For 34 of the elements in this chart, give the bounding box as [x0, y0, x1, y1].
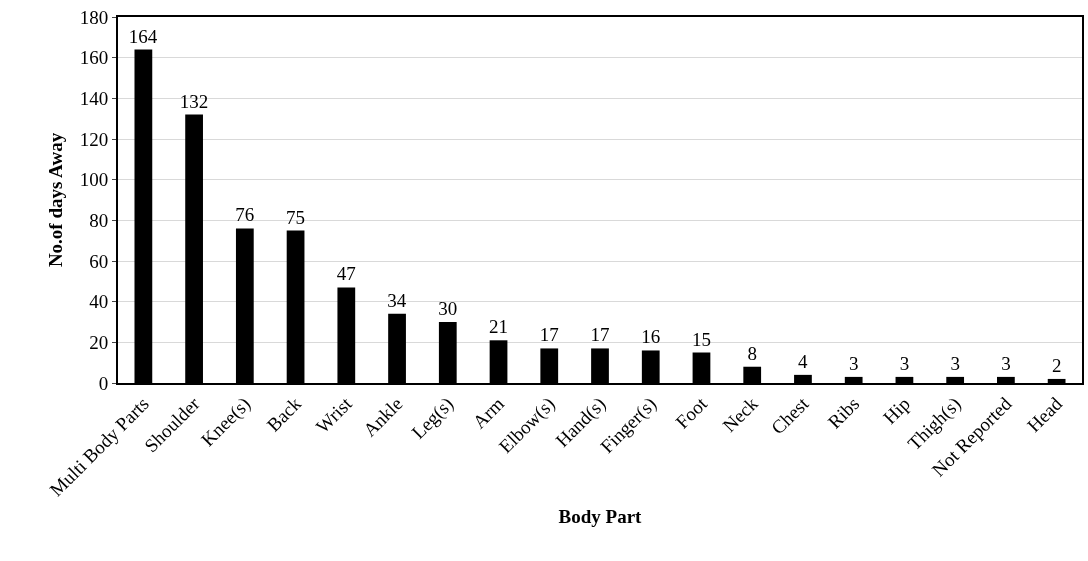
y-tick-label: 60 — [89, 250, 109, 272]
data-label: 21 — [489, 316, 509, 338]
y-tick-label: 140 — [79, 87, 109, 109]
y-tick-label: 20 — [89, 331, 109, 353]
x-axis-title: Body Part — [558, 505, 643, 527]
x-tick-label: Ribs — [823, 393, 864, 433]
data-label: 164 — [128, 25, 158, 47]
data-label: 47 — [336, 263, 356, 285]
y-tick-label: 80 — [89, 209, 109, 231]
y-tick-label: 120 — [79, 128, 109, 150]
y-tick-label: 160 — [79, 47, 109, 69]
data-label: 17 — [590, 324, 610, 346]
data-label: 132 — [179, 90, 209, 112]
data-label: 17 — [539, 324, 559, 346]
y-tick-label: 180 — [79, 6, 109, 28]
data-label: 30 — [438, 298, 458, 319]
data-label: 3 — [1001, 352, 1011, 374]
data-label: 3 — [950, 352, 960, 374]
data-label: 8 — [747, 342, 757, 364]
data-label: 2 — [1051, 354, 1062, 376]
data-label: 15 — [691, 328, 711, 350]
y-tick-label: 100 — [79, 169, 109, 191]
data-label: 34 — [387, 289, 407, 311]
x-tick-label: Wrist — [311, 392, 357, 438]
y-axis-title: No.of days Away — [45, 132, 67, 268]
data-label: 3 — [848, 352, 859, 374]
x-tick-label: Foot — [671, 392, 712, 433]
data-label: 4 — [797, 350, 808, 372]
y-tick-label: 40 — [89, 291, 109, 313]
data-label: 76 — [235, 204, 255, 226]
data-label: 16 — [641, 326, 661, 348]
data-label: 3 — [899, 352, 910, 374]
y-tick-label: 0 — [98, 372, 109, 394]
data-label: 75 — [286, 206, 306, 228]
